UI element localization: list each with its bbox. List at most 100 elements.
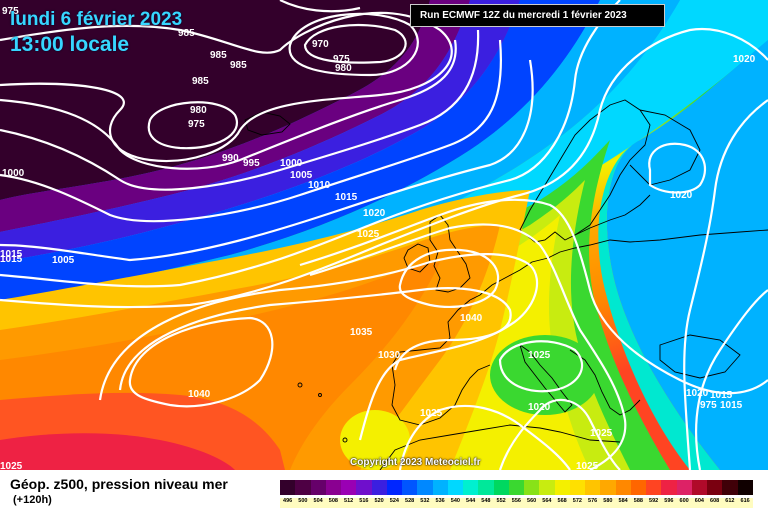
- color-scale-tick: 584: [615, 498, 631, 508]
- color-scale-tick: 612: [722, 498, 738, 508]
- color-scale-tick: 616: [737, 498, 753, 508]
- color-scale-tick: 600: [676, 498, 692, 508]
- color-swatch: [341, 480, 357, 495]
- band-green-bubble: [490, 335, 600, 415]
- color-scale-tick: 520: [371, 498, 387, 508]
- color-scale-tick: 572: [569, 498, 585, 508]
- isobar-975-ring: [288, 12, 419, 77]
- weather-map: 975 985 970 975 980 985 985 985 980 975 …: [0, 0, 768, 470]
- color-swatch: [600, 480, 616, 495]
- isobar-970-ring: [303, 23, 407, 64]
- color-scale-tick: 564: [539, 498, 555, 508]
- legend-title: Géop. z500, pression niveau mer: [10, 476, 228, 492]
- isobars: [0, 0, 768, 470]
- color-scale-tick: 500: [295, 498, 311, 508]
- isobar-1025-south: [398, 404, 571, 470]
- color-scale-tick: 568: [554, 498, 570, 508]
- isobar-label: 975: [2, 6, 19, 17]
- isobar-label: 1015: [720, 400, 743, 411]
- coast-finland: [629, 109, 701, 186]
- isobar-label: 1015: [0, 249, 23, 260]
- color-swatch: [630, 480, 646, 495]
- color-swatch: [371, 480, 387, 495]
- color-swatch: [356, 480, 372, 495]
- isobar-label: 975: [700, 400, 717, 411]
- isobar-label: 1000: [2, 168, 25, 179]
- color-swatch: [402, 480, 418, 495]
- isobar-label: 1005: [52, 255, 75, 266]
- coast-ireland: [403, 243, 431, 273]
- isobar-label: 1015: [0, 254, 23, 265]
- isobar-labels: 975 985 970 975 980 985 985 985 980 975 …: [0, 6, 756, 470]
- isobar-label: 1040: [460, 313, 483, 324]
- color-swatch: [508, 480, 524, 495]
- forecast-date: lundi 6 février 2023: [10, 9, 183, 30]
- color-scale-tick: 552: [493, 498, 509, 508]
- color-swatch: [707, 480, 723, 495]
- color-scale-tick: 532: [417, 498, 433, 508]
- isobar-1020-north: [279, 0, 361, 13]
- color-scale-tick: 556: [508, 498, 524, 508]
- isobar-1005: [0, 59, 534, 262]
- isobar-label: 1020: [686, 388, 709, 399]
- isobar-label: 1025: [420, 408, 443, 419]
- coast-scandinavia: [519, 99, 651, 243]
- isobar-label: 1015: [710, 390, 733, 401]
- legend-subtitle: (+120h): [13, 494, 52, 506]
- isobar-label: 1040: [188, 389, 211, 400]
- color-swatch: [325, 480, 341, 495]
- color-scale-tick: 528: [402, 498, 418, 508]
- isobar-995: [0, 29, 480, 191]
- color-scale-tick: 608: [707, 498, 723, 508]
- coast-italy: [519, 343, 573, 413]
- color-swatch: [554, 480, 570, 495]
- isobar-label: 990: [222, 153, 239, 164]
- coast-france-iberia: [391, 299, 491, 426]
- color-scale-tick: 548: [478, 498, 494, 508]
- color-scale-tick: 560: [524, 498, 540, 508]
- band-east-cyan: [598, 140, 720, 470]
- isobar-1025: [309, 223, 627, 470]
- color-scale-tick: 544: [463, 498, 479, 508]
- color-swatch: [524, 480, 540, 495]
- isobar-label: 985: [230, 60, 247, 71]
- isobar-label: 980: [335, 63, 352, 74]
- z500-color-bands: [0, 0, 768, 470]
- band-red: [0, 433, 235, 470]
- color-swatch: [386, 480, 402, 495]
- isobar-1015: [0, 27, 768, 309]
- isobar-label: 1025: [357, 229, 380, 240]
- isobar-label: 1000: [280, 158, 303, 169]
- color-scale-bar: [280, 480, 753, 495]
- color-scale-tick: 576: [585, 498, 601, 508]
- isobar-1040-uk: [398, 248, 500, 308]
- color-scale-tick: 588: [630, 498, 646, 508]
- copyright-text: Copyright 2023 Meteociel.fr: [350, 457, 481, 468]
- isobar-label: 1025: [0, 461, 23, 470]
- isobar-1020: [299, 198, 768, 395]
- isobar-1035: [118, 287, 512, 391]
- color-swatch: [493, 480, 509, 495]
- color-scale-tick: 524: [386, 498, 402, 508]
- color-scale-tick: 516: [356, 498, 372, 508]
- color-swatch: [478, 480, 494, 495]
- color-swatch: [691, 480, 707, 495]
- isobar-label: 975: [188, 119, 205, 130]
- color-scale-tick: 496: [280, 498, 296, 508]
- color-swatch: [646, 480, 662, 495]
- color-scale-tick: 604: [691, 498, 707, 508]
- isobar-label: 1005: [290, 170, 313, 181]
- color-swatch: [310, 480, 326, 495]
- isobar-980-low: [147, 101, 238, 150]
- color-scale-tick: 512: [341, 498, 357, 508]
- coast-balkans: [569, 349, 641, 416]
- color-swatch: [585, 480, 601, 495]
- color-scale-tick: 540: [447, 498, 463, 508]
- color-swatch: [615, 480, 631, 495]
- color-scale-tick: 508: [325, 498, 341, 508]
- isobar-1015-east: [694, 289, 768, 470]
- coast-islands-3: [342, 437, 348, 443]
- band-yellow-bubble: [340, 410, 410, 470]
- forecast-time: 13:00 locale: [10, 33, 130, 56]
